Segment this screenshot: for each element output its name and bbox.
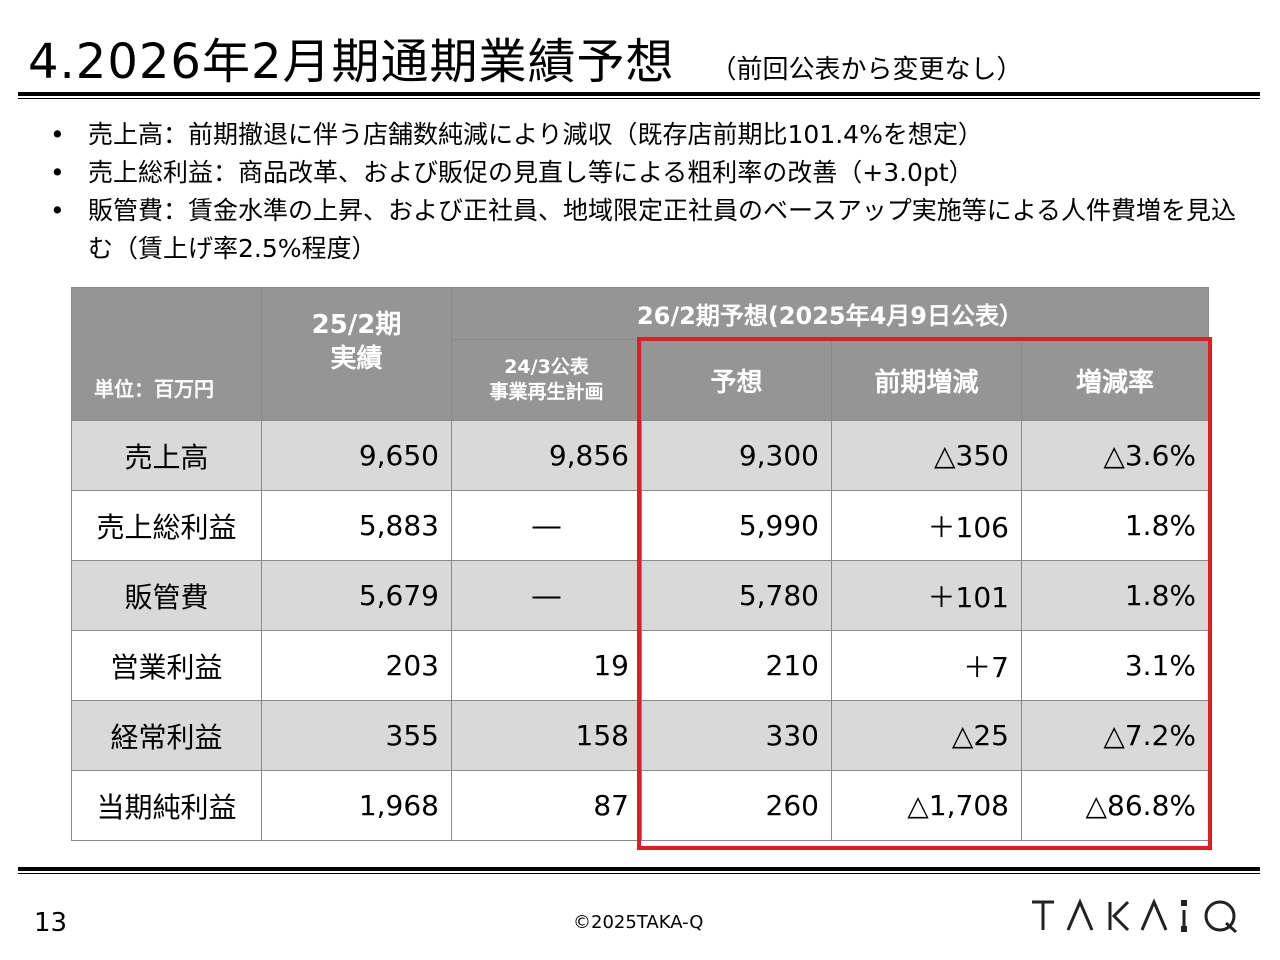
table-row: 当期純利益 1,968 87 260 △1,708 △86.8% — [71, 770, 1209, 841]
forecast-cell: 330 — [641, 700, 832, 771]
row-label: 経常利益 — [71, 700, 262, 771]
forecast-group-header: 26/2期予想(2025年4月9日公表） — [451, 287, 1209, 340]
row-label: 営業利益 — [71, 630, 262, 701]
rate-header: 増減率 — [1021, 339, 1209, 421]
rate-cell: 3.1% — [1021, 630, 1209, 701]
rate-cell: 1.8% — [1021, 490, 1209, 561]
page-number: 13 — [34, 908, 68, 938]
title-main: 4.2026年2月期通期業績予想 — [28, 34, 675, 90]
table-row: 営業利益 203 19 210 ＋7 3.1% — [71, 630, 1209, 701]
change-cell: △1,708 — [831, 770, 1022, 841]
title-sub: （前回公表から変更なし） — [710, 55, 1023, 85]
change-header: 前期増減 — [831, 339, 1022, 421]
forecast-cell: 260 — [641, 770, 832, 841]
row-label: 売上総利益 — [71, 490, 262, 561]
forecast-cell: 5,780 — [641, 560, 832, 631]
plan-header: 24/3公表 事業再生計画 — [451, 339, 642, 421]
slide-title: 4.2026年2月期通期業績予想 （前回公表から変更なし） — [28, 22, 1023, 92]
actual-cell: 9,650 — [261, 420, 452, 491]
bullet-marker: • — [50, 120, 65, 149]
change-cell: ＋106 — [831, 490, 1022, 561]
plan-cell: 158 — [451, 700, 642, 771]
rate-cell: △7.2% — [1021, 700, 1209, 771]
rate-cell: △3.6% — [1021, 420, 1209, 491]
table-row: 売上総利益 5,883 ― 5,990 ＋106 1.8% — [71, 490, 1209, 561]
change-cell: ＋101 — [831, 560, 1022, 631]
bullet-marker: • — [50, 158, 65, 187]
forecast-header: 予想 — [641, 339, 832, 421]
table-row: 売上高 9,650 9,856 9,300 △350 △3.6% — [71, 420, 1209, 491]
row-label: 当期純利益 — [71, 770, 262, 841]
plan-cell: ― — [451, 560, 642, 631]
forecast-table: 単位：百万円 25/2期 実績 26/2期予想(2025年4月9日公表） 24/… — [71, 287, 1209, 841]
actual-cell: 5,679 — [261, 560, 452, 631]
actual-cell: 1,968 — [261, 770, 452, 841]
bullet-item: • 売上高：前期撤退に伴う店舗数純減により減収（既存店前期比101.4%を想定） — [50, 116, 1250, 154]
table-row: 販管費 5,679 ― 5,780 ＋101 1.8% — [71, 560, 1209, 631]
unit-label: 単位：百万円 — [94, 377, 214, 401]
actual-header: 25/2期 実績 — [261, 287, 452, 421]
plan-cell: 9,856 — [451, 420, 642, 491]
rate-cell: 1.8% — [1021, 560, 1209, 631]
row-label: 販管費 — [71, 560, 262, 631]
title-rule — [18, 92, 1260, 99]
row-label: 売上高 — [71, 420, 262, 491]
bullet-item: • 販管費：賃金水準の上昇、および正社員、地域限定正社員のベースアップ実施等による… — [50, 192, 1250, 268]
takaq-logo-icon — [1032, 898, 1238, 934]
forecast-cell: 210 — [641, 630, 832, 701]
copyright: ©2025TAKA-Q — [573, 912, 704, 933]
company-logo — [1030, 896, 1245, 945]
bullet-item: • 売上総利益：商品改革、および販促の見直し等による粗利率の改善（+3.0pt） — [50, 154, 1250, 192]
change-cell: △25 — [831, 700, 1022, 771]
plan-cell: 87 — [451, 770, 642, 841]
change-cell: △350 — [831, 420, 1022, 491]
table-row: 経常利益 355 158 330 △25 △7.2% — [71, 700, 1209, 771]
change-cell: ＋7 — [831, 630, 1022, 701]
bullet-list: • 売上高：前期撤退に伴う店舗数純減により減収（既存店前期比101.4%を想定） … — [50, 116, 1250, 268]
unit-header: 単位：百万円 — [71, 287, 262, 421]
forecast-cell: 5,990 — [641, 490, 832, 561]
actual-cell: 5,883 — [261, 490, 452, 561]
footer-rule — [18, 867, 1260, 874]
plan-cell: 19 — [451, 630, 642, 701]
forecast-cell: 9,300 — [641, 420, 832, 491]
plan-cell: ― — [451, 490, 642, 561]
actual-cell: 203 — [261, 630, 452, 701]
actual-cell: 355 — [261, 700, 452, 771]
bullet-marker: • — [50, 196, 65, 225]
rate-cell: △86.8% — [1021, 770, 1209, 841]
